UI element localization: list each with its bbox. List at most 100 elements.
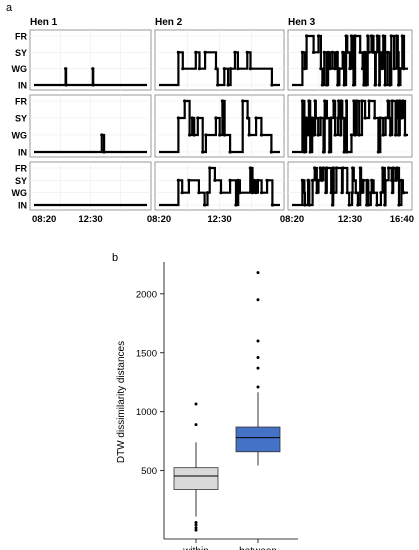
y-level-label: SY [15,176,27,186]
box-within: within [173,402,219,550]
step-point [238,191,242,195]
step-panel [154,161,285,211]
step-point [361,178,365,182]
step-point [345,150,349,154]
step-point [245,116,250,120]
step-point [383,178,388,182]
step-point [356,203,360,207]
step-point [351,50,355,54]
step-point [248,67,253,71]
step-panel [29,29,152,91]
x-tick-label: 08:20 [280,214,304,225]
step-point [366,203,370,207]
step-point [354,191,358,195]
step-point [322,50,326,54]
step-point [228,150,232,154]
step-point [342,150,346,154]
step-point [380,67,384,71]
y-level-label: IN [18,201,27,211]
step-point [333,67,337,71]
step-point [300,99,305,103]
step-point [222,67,226,71]
step-point [347,203,351,207]
step-point [236,178,240,182]
step-point [340,116,344,120]
step-point [308,150,312,154]
step-point [252,178,256,182]
step-point [369,191,373,195]
step-point [331,99,336,103]
step-point [228,178,232,182]
step-point [326,50,330,54]
step-point [329,116,333,120]
step-point [176,50,180,54]
step-point [305,34,309,38]
step-point [315,191,319,195]
step-point [196,116,200,120]
outlier-point [194,402,198,406]
x-category-label: within [182,546,209,550]
step-point [222,133,227,137]
step-panel [287,161,413,211]
step-point [402,67,406,71]
step-point [402,191,406,195]
step-line [159,51,280,87]
step-panel [287,94,413,158]
step-point [256,178,260,182]
step-point [390,178,394,182]
step-point [334,166,339,170]
step-point [180,191,184,195]
step-point [364,83,368,87]
step-point [316,178,321,182]
step-point [365,178,369,182]
step-point [352,99,356,103]
step-point [383,203,387,207]
step-line [34,67,147,87]
step-point [377,83,381,87]
step-point [307,99,311,103]
step-point [375,203,379,207]
step-point [397,203,401,207]
step-point [323,99,327,103]
step-point [320,178,324,182]
step-point [341,166,345,170]
step-point [313,166,317,170]
step-panel [154,94,285,158]
step-point [259,133,264,137]
step-point [337,67,341,71]
step-point [325,83,329,87]
column-title-hen-3: Hen 3 [288,17,316,28]
step-point [303,67,307,71]
y-level-label: IN [18,148,27,158]
y-axis-label: DTW dissimilarity distances [116,341,127,463]
step-point [91,83,95,87]
step-point [390,191,394,195]
step-point [190,116,194,120]
y-level-label: FR [15,164,27,174]
step-point [390,99,394,103]
step-point [353,34,357,38]
y-level-label: FR [15,32,27,42]
outlier-point [256,298,260,302]
step-point [366,34,370,38]
box-body [235,426,281,453]
step-line [159,166,280,207]
step-point [387,166,391,170]
step-point [359,191,363,195]
step-point [351,83,356,87]
step-point [254,116,258,120]
outlier-point [194,423,198,427]
step-point [183,99,187,103]
step-point [345,50,349,54]
step-point [247,133,251,137]
step-point [100,133,104,137]
step-point [345,191,349,195]
x-tick-label: 12:30 [78,214,102,225]
outlier-point [256,355,260,359]
step-point [194,50,198,54]
step-point [213,178,217,182]
step-point [176,116,180,120]
x-category-label: between [239,546,277,550]
step-point [336,83,340,87]
step-panel [287,29,413,91]
